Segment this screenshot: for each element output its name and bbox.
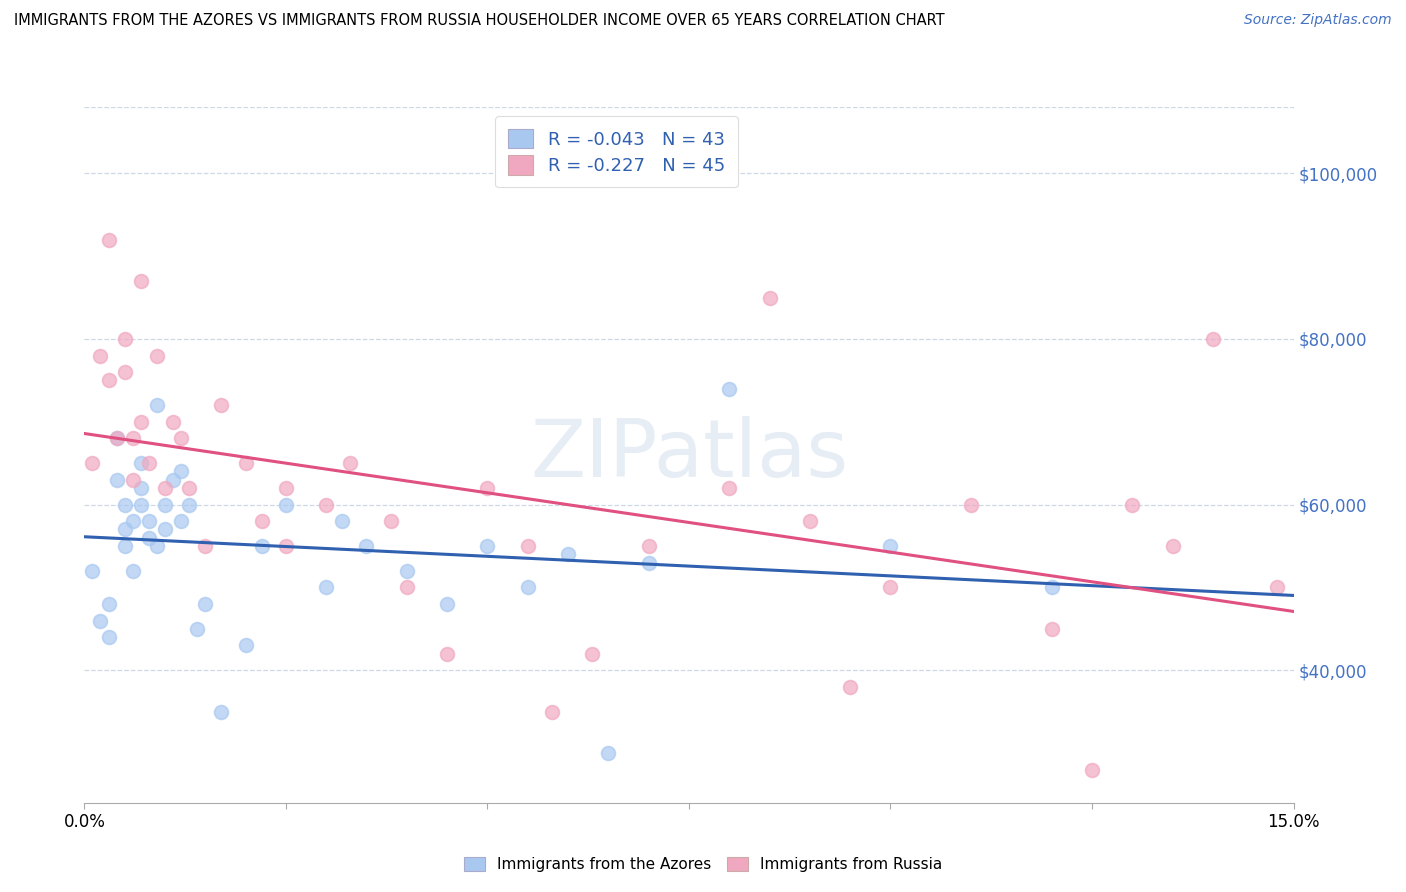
Point [356, 539, 378, 553]
Point [114, 539, 136, 553]
Point [557, 547, 579, 561]
Point [138, 531, 160, 545]
Point [82, 456, 104, 470]
Point [129, 274, 152, 288]
Point [105, 431, 128, 445]
Point [235, 456, 257, 470]
Point [235, 639, 257, 653]
Point [129, 456, 152, 470]
Point [146, 398, 169, 412]
Point [315, 581, 337, 595]
Point [516, 581, 538, 595]
Point [879, 581, 901, 595]
Point [274, 539, 297, 553]
Legend: Immigrants from the Azores, Immigrants from Russia: Immigrants from the Azores, Immigrants f… [456, 849, 950, 880]
Point [1040, 622, 1063, 636]
Point [121, 514, 143, 528]
Point [380, 514, 402, 528]
Point [170, 431, 193, 445]
Point [170, 465, 193, 479]
Point [153, 481, 176, 495]
Point [194, 597, 217, 611]
Point [138, 456, 160, 470]
Point [82, 564, 104, 578]
Point [637, 539, 659, 553]
Point [637, 556, 659, 570]
Point [250, 539, 273, 553]
Point [97, 373, 120, 387]
Point [758, 291, 780, 305]
Point [330, 514, 353, 528]
Point [146, 349, 169, 363]
Point [477, 539, 499, 553]
Point [170, 514, 193, 528]
Point [97, 597, 120, 611]
Point [274, 481, 297, 495]
Point [395, 581, 418, 595]
Point [339, 456, 361, 470]
Point [121, 473, 143, 487]
Point [250, 514, 273, 528]
Point [179, 481, 201, 495]
Point [1121, 498, 1143, 512]
Point [162, 473, 184, 487]
Point [1081, 763, 1104, 777]
Text: IMMIGRANTS FROM THE AZORES VS IMMIGRANTS FROM RUSSIA HOUSEHOLDER INCOME OVER 65 : IMMIGRANTS FROM THE AZORES VS IMMIGRANTS… [14, 13, 945, 29]
Point [718, 481, 741, 495]
Point [581, 647, 603, 661]
Point [138, 514, 160, 528]
Point [274, 498, 297, 512]
Point [541, 705, 564, 719]
Point [153, 498, 176, 512]
Point [97, 233, 120, 247]
Point [436, 647, 458, 661]
Point [114, 332, 136, 346]
Point [114, 523, 136, 537]
Point [114, 498, 136, 512]
Point [839, 680, 862, 694]
Point [105, 431, 128, 445]
Point [129, 415, 152, 429]
Point [477, 481, 499, 495]
Point [114, 365, 136, 379]
Point [315, 498, 337, 512]
Legend: R = -0.043   N = 43, R = -0.227   N = 45: R = -0.043 N = 43, R = -0.227 N = 45 [495, 116, 738, 187]
Point [153, 523, 176, 537]
Point [105, 473, 128, 487]
Point [516, 539, 538, 553]
Point [121, 431, 143, 445]
Point [129, 481, 152, 495]
Point [1202, 332, 1225, 346]
Text: ZIPatlas: ZIPatlas [530, 416, 848, 494]
Point [179, 498, 201, 512]
Text: Source: ZipAtlas.com: Source: ZipAtlas.com [1244, 13, 1392, 28]
Point [799, 514, 821, 528]
Point [162, 415, 184, 429]
Point [97, 630, 120, 644]
Point [121, 564, 143, 578]
Point [186, 622, 208, 636]
Point [395, 564, 418, 578]
Point [960, 498, 983, 512]
Point [209, 705, 232, 719]
Point [598, 746, 620, 760]
Point [89, 614, 111, 628]
Point [194, 539, 217, 553]
Point [209, 398, 232, 412]
Point [89, 349, 111, 363]
Point [1040, 581, 1063, 595]
Point [129, 498, 152, 512]
Point [436, 597, 458, 611]
Point [879, 539, 901, 553]
Point [1267, 581, 1289, 595]
Point [146, 539, 169, 553]
Point [1161, 539, 1184, 553]
Point [718, 382, 741, 396]
